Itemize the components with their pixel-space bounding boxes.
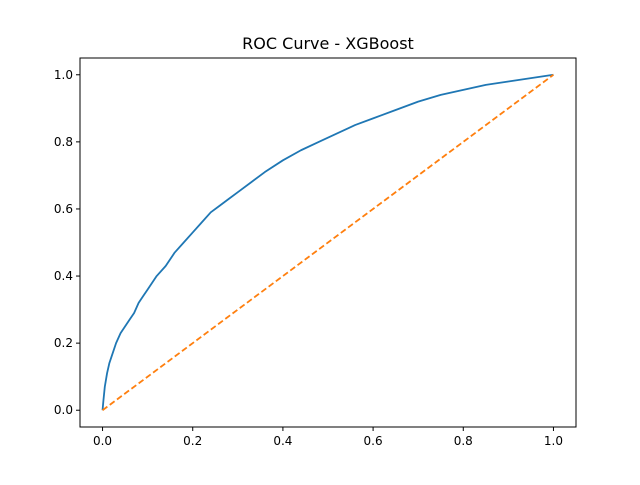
chart-title: ROC Curve - XGBoost	[242, 34, 414, 53]
y-tick-label: 0.0	[54, 403, 73, 417]
roc-curve-line	[101, 73, 554, 411]
ticks-layer: 0.0 0.2 0.4 0.6 0.8 1.0 0.0 0.2 0.4 0.6 0.8 1.0	[54, 68, 563, 448]
x-tick-label: 0.8	[454, 434, 473, 448]
x-tick-label: 0.2	[183, 434, 202, 448]
y-tick-label: 0.4	[54, 269, 73, 283]
x-tick-label: 0.0	[93, 434, 112, 448]
plot-frame	[79, 57, 577, 428]
x-tick-label: 0.4	[273, 434, 292, 448]
x-tick-label: 1.0	[544, 434, 563, 448]
y-tick-label: 0.8	[54, 135, 73, 149]
series-layer	[101, 73, 554, 411]
y-tick-label: 1.0	[54, 68, 73, 82]
y-tick-label: 0.2	[54, 336, 73, 350]
x-tick-label: 0.6	[364, 434, 383, 448]
chance-diagonal-line	[102, 74, 554, 411]
y-tick-label: 0.6	[54, 202, 73, 216]
